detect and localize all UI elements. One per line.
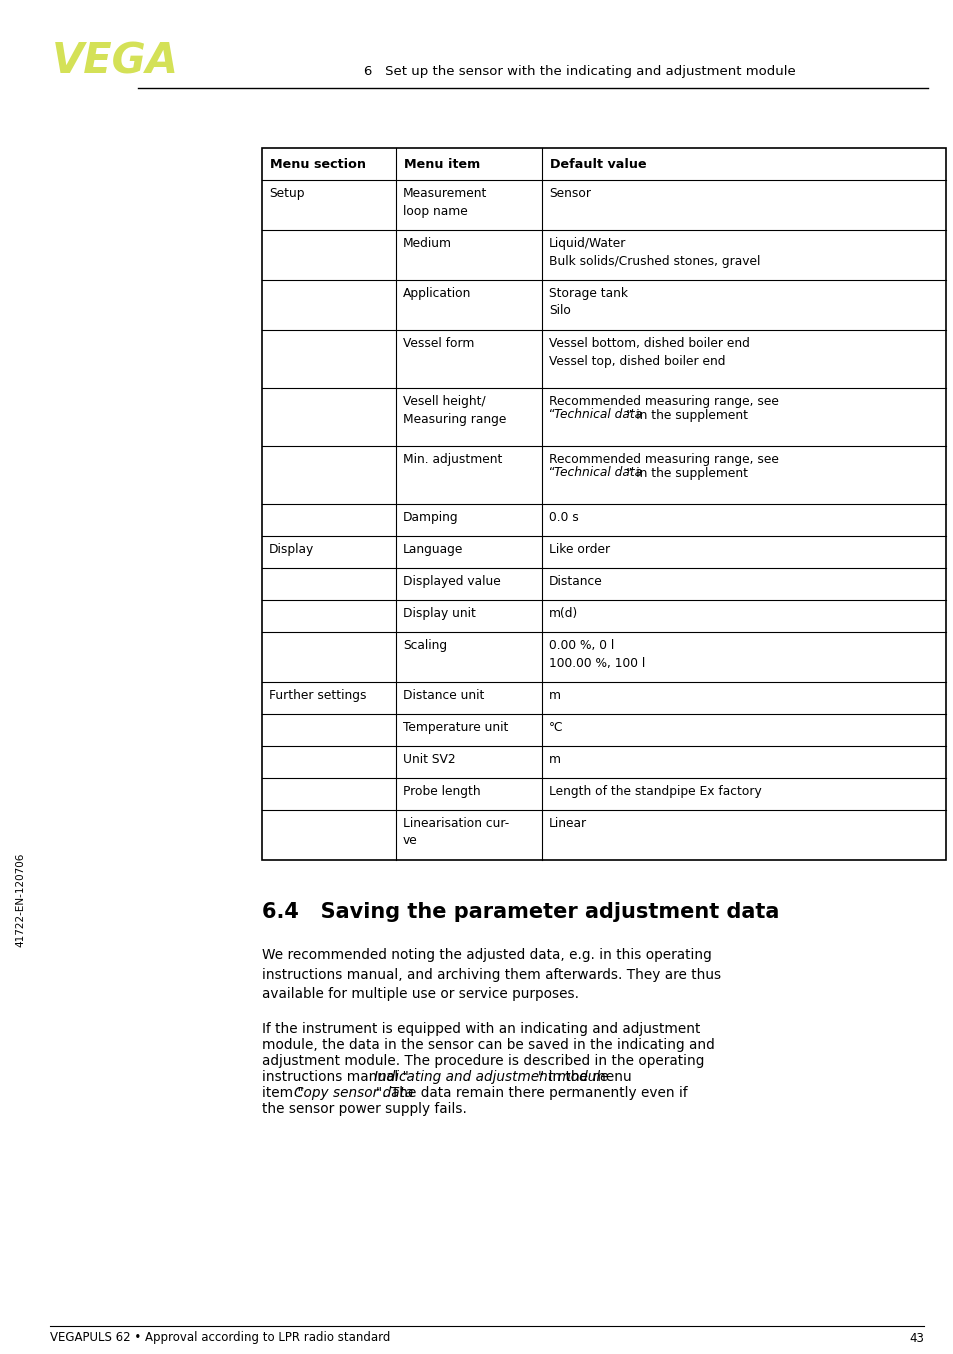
Text: m: m [548,753,560,766]
Text: Medium: Medium [402,237,452,250]
Text: Damping: Damping [402,510,458,524]
Text: m(d): m(d) [548,607,578,620]
Text: Liquid/Water
Bulk solids/Crushed stones, gravel: Liquid/Water Bulk solids/Crushed stones,… [548,237,760,268]
Text: Probe length: Probe length [402,785,480,798]
Text: module, the data in the sensor can be saved in the indicating and: module, the data in the sensor can be sa… [262,1039,714,1052]
Text: VEGA: VEGA [52,41,179,83]
Text: Measurement
loop name: Measurement loop name [402,187,487,218]
Text: Technical data: Technical data [554,467,642,479]
Text: °C: °C [548,720,563,734]
Text: Storage tank
Silo: Storage tank Silo [548,287,627,317]
Text: “: “ [548,467,555,479]
Text: Default value: Default value [550,157,646,171]
Text: Sensor: Sensor [548,187,590,200]
Text: Display: Display [269,543,314,556]
Text: 0.00 %, 0 l
100.00 %, 100 l: 0.00 %, 0 l 100.00 %, 100 l [548,639,644,669]
Text: the sensor power supply fails.: the sensor power supply fails. [262,1102,466,1116]
Text: Further settings: Further settings [269,689,366,701]
Text: Vessel form: Vessel form [402,337,474,349]
Text: Menu item: Menu item [403,157,479,171]
Text: “: “ [548,409,555,421]
Text: Distance: Distance [548,575,602,588]
Text: adjustment module. The procedure is described in the operating: adjustment module. The procedure is desc… [262,1053,703,1068]
Text: Application: Application [402,287,471,301]
Text: We recommended noting the adjusted data, e.g. in this operating
instructions man: We recommended noting the adjusted data,… [262,948,720,1001]
Text: VEGAPULS 62 • Approval according to LPR radio standard: VEGAPULS 62 • Approval according to LPR … [50,1331,390,1345]
Text: Indicating and adjustment module: Indicating and adjustment module [374,1070,608,1085]
Text: ". The data remain there permanently even if: ". The data remain there permanently eve… [375,1086,686,1099]
Bar [262,148,945,860]
Text: Technical data: Technical data [554,409,642,421]
Text: Unit SV2: Unit SV2 [402,753,456,766]
Text: Scaling: Scaling [402,639,447,653]
Text: Linear: Linear [548,816,586,830]
Text: 0.0 s: 0.0 s [548,510,578,524]
Text: Recommended measuring range, see: Recommended measuring range, see [548,395,778,408]
Text: Length of the standpipe Ex factory: Length of the standpipe Ex factory [548,785,760,798]
Text: 6.4   Saving the parameter adjustment data: 6.4 Saving the parameter adjustment data [262,902,779,922]
Text: If the instrument is equipped with an indicating and adjustment: If the instrument is equipped with an in… [262,1022,700,1036]
Text: m: m [548,689,560,701]
Text: 41722-EN-120706: 41722-EN-120706 [15,853,25,948]
Text: instructions manual ": instructions manual " [262,1070,408,1085]
Text: Vesell height/
Measuring range: Vesell height/ Measuring range [402,395,506,425]
Text: Display unit: Display unit [402,607,476,620]
Text: Like order: Like order [548,543,610,556]
Text: 6   Set up the sensor with the indicating and adjustment module: 6 Set up the sensor with the indicating … [364,65,795,79]
Text: ” in the supplement: ” in the supplement [626,467,748,479]
Text: Menu section: Menu section [270,157,366,171]
Text: Temperature unit: Temperature unit [402,720,508,734]
Text: Distance unit: Distance unit [402,689,484,701]
Text: Language: Language [402,543,463,556]
Text: Linearisation cur-
ve: Linearisation cur- ve [402,816,509,848]
Text: ” in the supplement: ” in the supplement [626,409,748,421]
Text: Displayed value: Displayed value [402,575,500,588]
Text: Setup: Setup [269,187,304,200]
Text: item ": item " [262,1086,303,1099]
Text: Vessel bottom, dished boiler end
Vessel top, dished boiler end: Vessel bottom, dished boiler end Vessel … [548,337,749,367]
Text: Copy sensor data: Copy sensor data [294,1086,413,1099]
Text: Recommended measuring range, see: Recommended measuring range, see [548,454,778,466]
Text: " in the menu: " in the menu [537,1070,631,1085]
Text: 43: 43 [908,1331,923,1345]
Text: Min. adjustment: Min. adjustment [402,454,502,466]
